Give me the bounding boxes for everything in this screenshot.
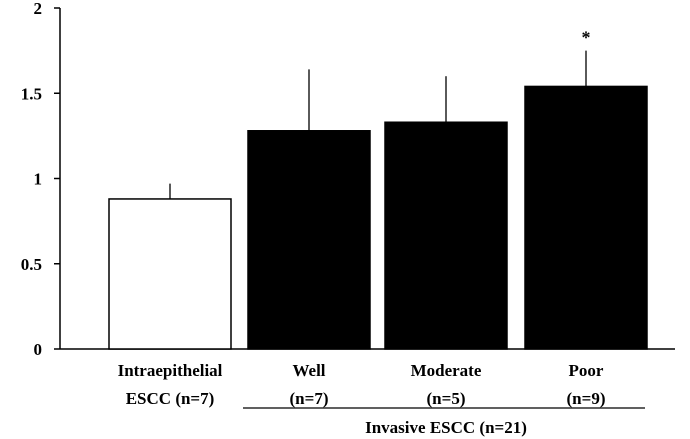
y-tick-label: 0.5	[21, 255, 42, 274]
category-label-line1: Intraepithelial	[118, 361, 223, 380]
category-label-line1: Poor	[569, 361, 604, 380]
bar-3	[384, 121, 508, 350]
y-tick-label: 1	[34, 170, 43, 189]
category-label-line1: Moderate	[411, 361, 482, 380]
category-label-line2: ESCC (n=7)	[126, 389, 215, 408]
y-tick-label: 1.5	[21, 84, 42, 103]
category-label-line2: (n=7)	[290, 389, 329, 408]
y-tick-label: 2	[34, 0, 43, 18]
category-label-line2: (n=9)	[567, 389, 606, 408]
category-labels: Intraepithelial ESCC (n=7) Well (n=7) Modera…	[118, 361, 645, 437]
bar-4	[524, 85, 648, 350]
y-tick-label: 0	[34, 340, 43, 359]
category-label-line1: Well	[292, 361, 325, 380]
group-label: Invasive ESCC (n=21)	[365, 418, 527, 437]
bars: *	[108, 28, 648, 350]
category-label-line2: (n=5)	[427, 389, 466, 408]
bar-2	[247, 130, 371, 350]
significance-annotation: *	[582, 28, 591, 48]
bar-1	[108, 198, 232, 350]
